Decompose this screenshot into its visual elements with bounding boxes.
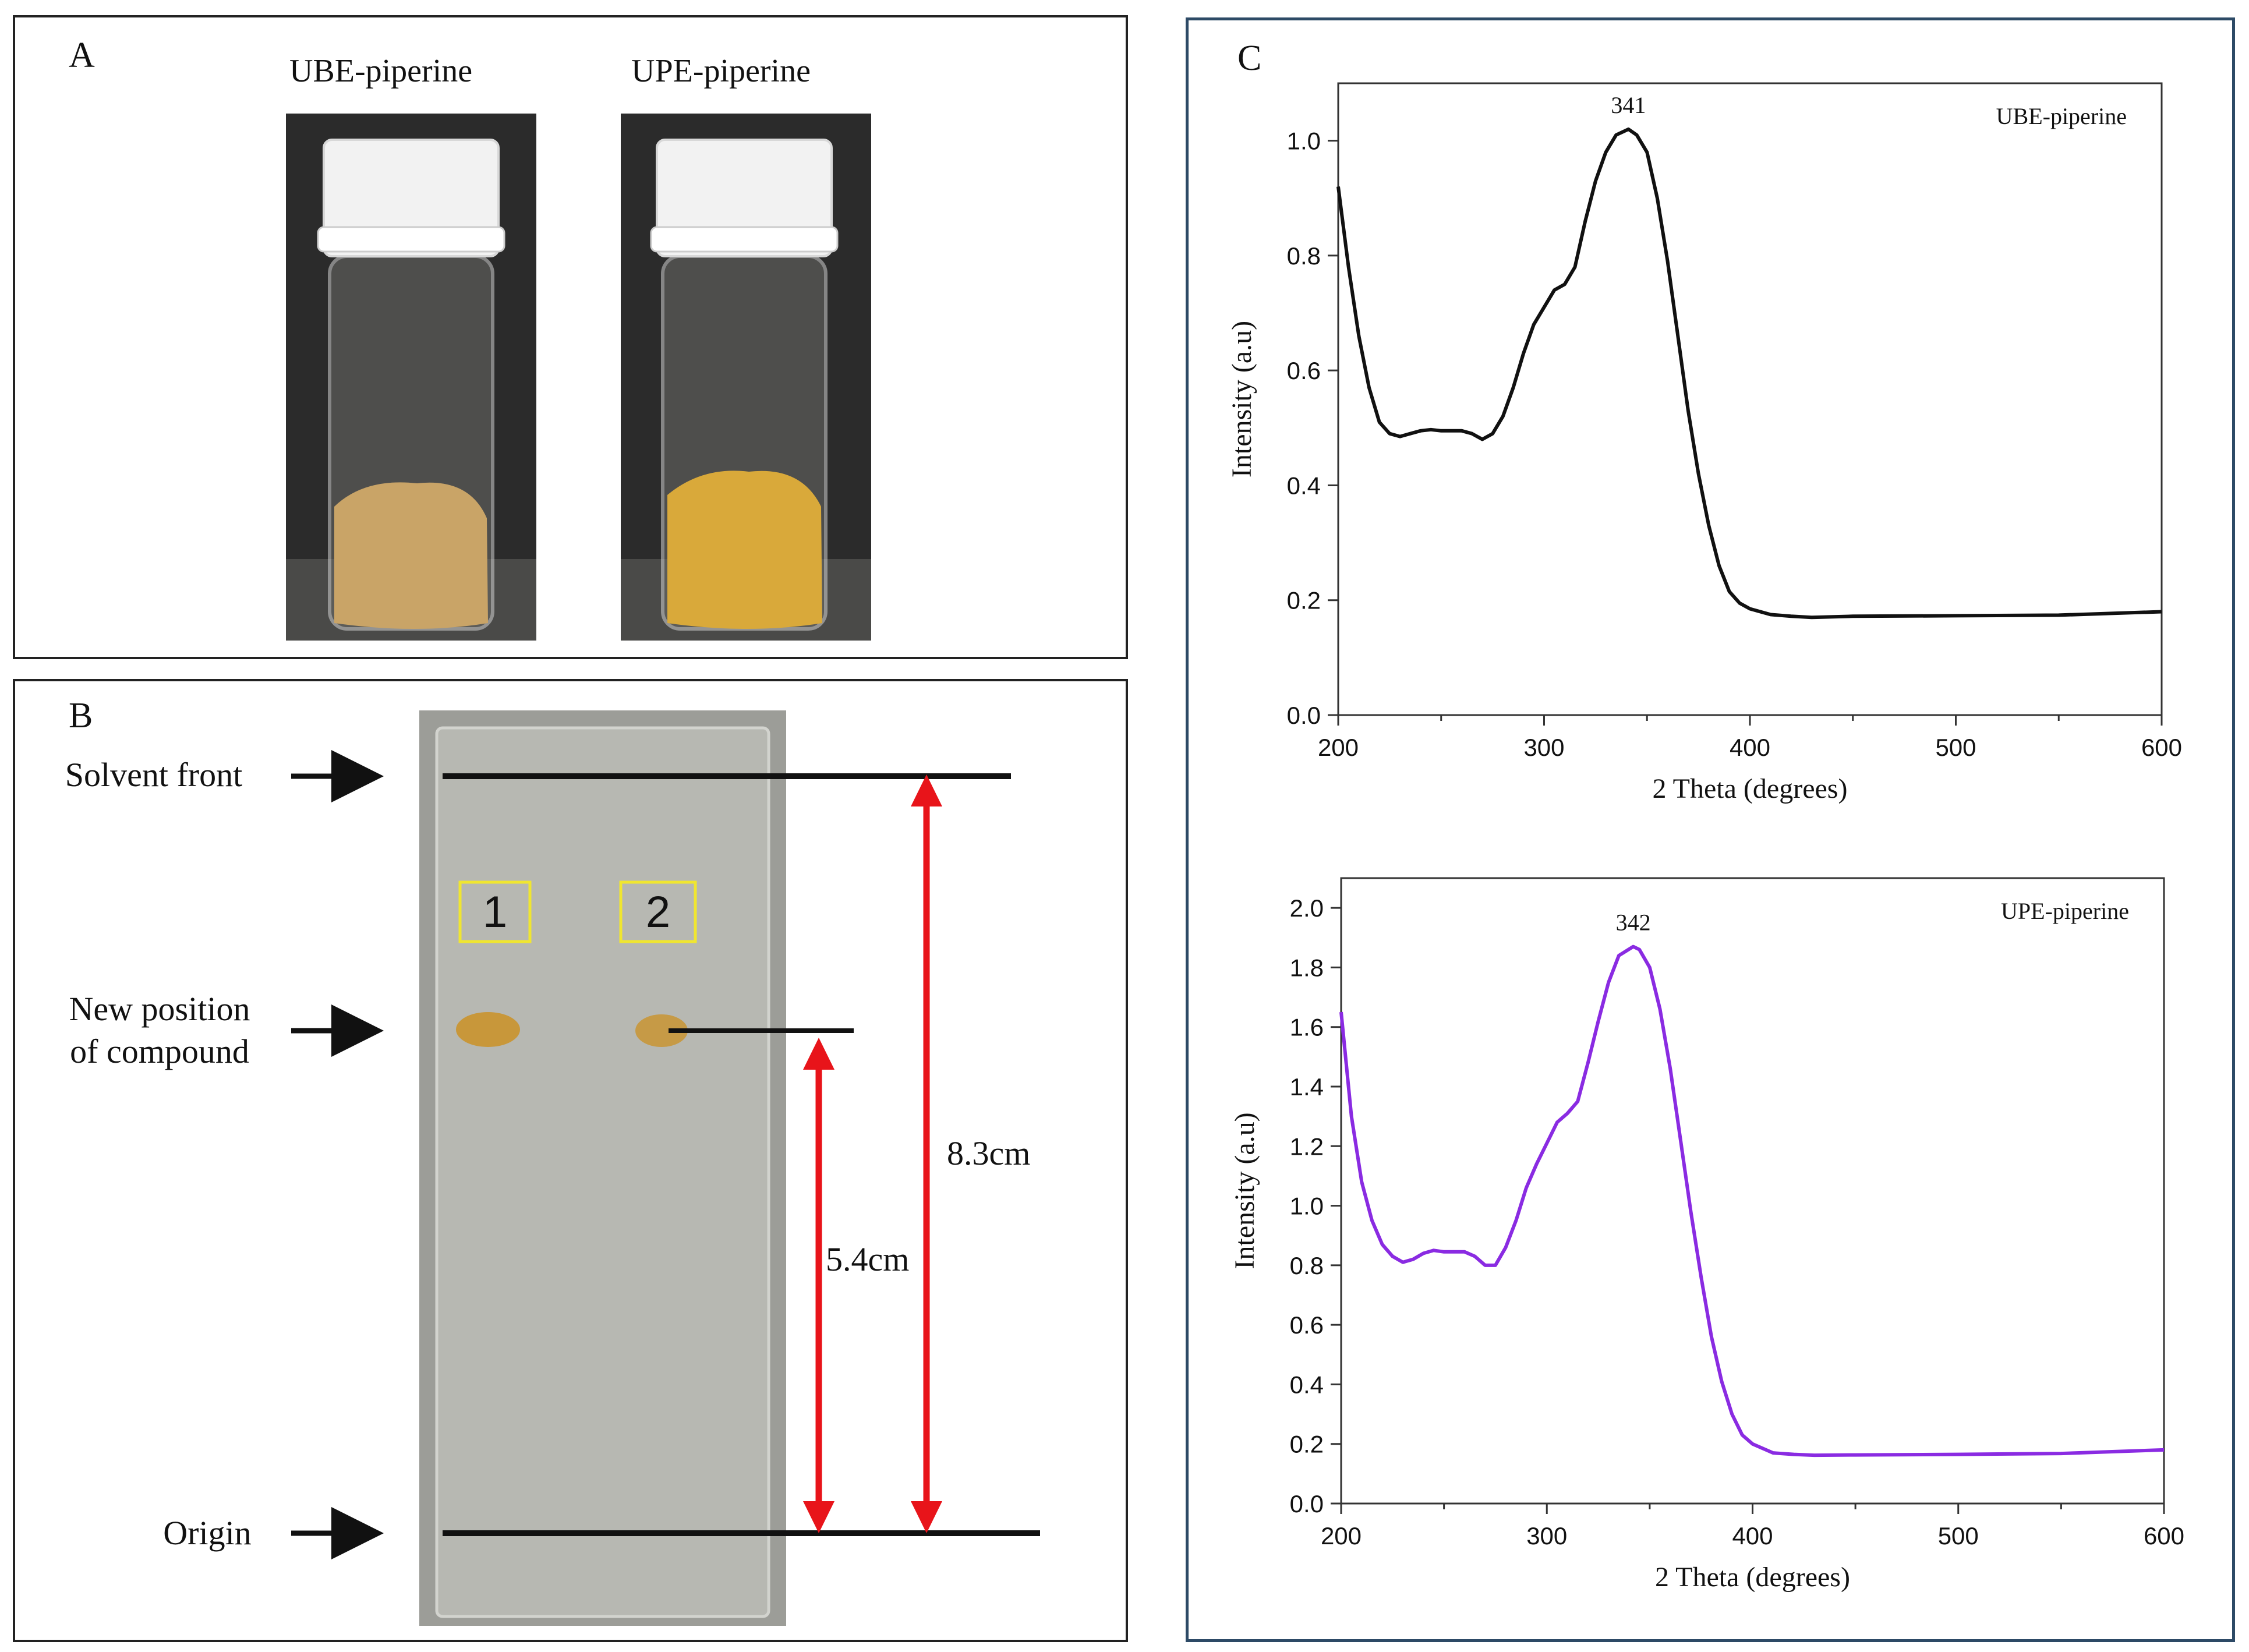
y-tick-label-upe: 0.0 — [1290, 1490, 1324, 1517]
y-tick-label-upe: 1.6 — [1290, 1014, 1324, 1041]
y-axis-title-upe: Intensity (a.u) — [1229, 1112, 1260, 1269]
label-new-position-2: of compound — [70, 1032, 249, 1070]
series-title-upe: UPE-piperine — [2001, 898, 2129, 924]
label-solvent-front: Solvent front — [65, 756, 242, 794]
compound-spot-2 — [635, 1014, 688, 1047]
plot-frame-ube — [1337, 82, 2163, 716]
tlc-plate — [435, 726, 770, 1618]
distance-arrow-compound — [803, 1038, 834, 1533]
panel-b-letter: B — [69, 696, 93, 735]
chart-ube-piperine: 200 300 400 500 600 0.0 0.2 0.4 0.6 0.8 1.0 2 Theta… — [1226, 82, 2182, 804]
panel-b: B 1 2 Solvent front New position of — [13, 679, 1128, 1642]
y-tick-label-ube: 1.0 — [1287, 128, 1321, 155]
peak-label-upe: 342 — [1616, 910, 1651, 936]
peak-label-ube: 341 — [1611, 92, 1646, 118]
distance-arrow-solvent — [911, 774, 942, 1533]
y-tick-label-upe: 0.2 — [1290, 1431, 1324, 1458]
label-new-position-1: New position — [69, 990, 250, 1028]
x-tick-label-ube: 600 — [2141, 734, 2182, 761]
y-axis-title-ube: Intensity (a.u) — [1226, 321, 1257, 477]
panel-c-letter: C — [1237, 38, 1262, 78]
y-tick-label-ube: 0.6 — [1287, 357, 1321, 384]
y-tick-label-upe: 2.0 — [1290, 894, 1324, 922]
chart-upe-piperine: 200 300 400 500 600 0.0 0.2 0.4 0.6 0.8 1.0 1.2 1.4 1… — [1229, 877, 2184, 1593]
label-origin: Origin — [163, 1514, 251, 1552]
series-line-upe — [1339, 944, 2165, 1458]
x-axis-title-ube: 2 Theta (degrees) — [1653, 773, 1848, 804]
x-tick-label-upe: 600 — [2144, 1522, 2184, 1550]
panel-a-letter: A — [69, 36, 95, 75]
lane-box-2: 2 — [619, 880, 697, 943]
panel-c: C 200 300 400 500 600 0.0 0.2 0.4 0.6 0.8 1.0 2 The… — [1186, 17, 2235, 1642]
x-tick-label-ube: 300 — [1523, 734, 1564, 761]
x-tick-label-ube: 200 — [1318, 734, 1359, 761]
x-tick-label-upe: 200 — [1321, 1522, 1362, 1550]
y-tick-label-ube: 0.2 — [1287, 587, 1321, 614]
tlc-figure: 1 2 Solvent front New position of compou… — [65, 710, 1040, 1626]
y-tick-label-upe: 0.4 — [1290, 1371, 1324, 1398]
vial-label-ube: UBE-piperine — [289, 53, 472, 89]
y-tick-label-upe: 1.0 — [1290, 1193, 1324, 1220]
series-title-ube: UBE-piperine — [1996, 103, 2127, 129]
x-tick-label-upe: 500 — [1938, 1522, 1979, 1550]
distance-label-compound: 5.4cm — [826, 1240, 909, 1278]
y-tick-label-upe: 1.2 — [1290, 1133, 1324, 1160]
lane-label-2: 2 — [646, 887, 670, 937]
panel-a: A UBE-piperine UPE-piperine — [13, 15, 1128, 659]
vial-photo-upe — [621, 114, 871, 641]
y-tick-label-upe: 0.6 — [1290, 1311, 1324, 1339]
y-tick-label-ube: 0.4 — [1287, 472, 1321, 499]
compound-spot-1 — [456, 1012, 520, 1047]
vial-photo-ube — [286, 114, 536, 641]
series-line-ube — [1336, 127, 2162, 620]
x-axis-title-upe: 2 Theta (degrees) — [1655, 1562, 1850, 1593]
distance-label-solvent: 8.3cm — [947, 1134, 1030, 1172]
y-tick-label-ube: 0.8 — [1287, 242, 1321, 270]
plot-frame-upe — [1340, 877, 2165, 1505]
spectra-charts: 200 300 400 500 600 0.0 0.2 0.4 0.6 0.8 1.0 2 Theta… — [1226, 82, 2184, 1593]
lane-label-1: 1 — [483, 887, 507, 937]
x-tick-label-upe: 400 — [1732, 1522, 1773, 1550]
vial-photos: UBE-piperine UPE-piperine — [286, 53, 871, 641]
y-tick-label-upe: 1.4 — [1290, 1073, 1324, 1101]
x-tick-label-upe: 300 — [1526, 1522, 1567, 1550]
y-tick-label-upe: 1.8 — [1290, 954, 1324, 981]
y-tick-label-upe: 0.8 — [1290, 1252, 1324, 1279]
x-tick-label-ube: 400 — [1730, 734, 1770, 761]
lane-box-1: 1 — [458, 880, 532, 943]
x-tick-label-ube: 500 — [1935, 734, 1976, 761]
y-tick-label-ube: 0.0 — [1287, 702, 1321, 729]
vial-label-upe: UPE-piperine — [631, 53, 811, 89]
